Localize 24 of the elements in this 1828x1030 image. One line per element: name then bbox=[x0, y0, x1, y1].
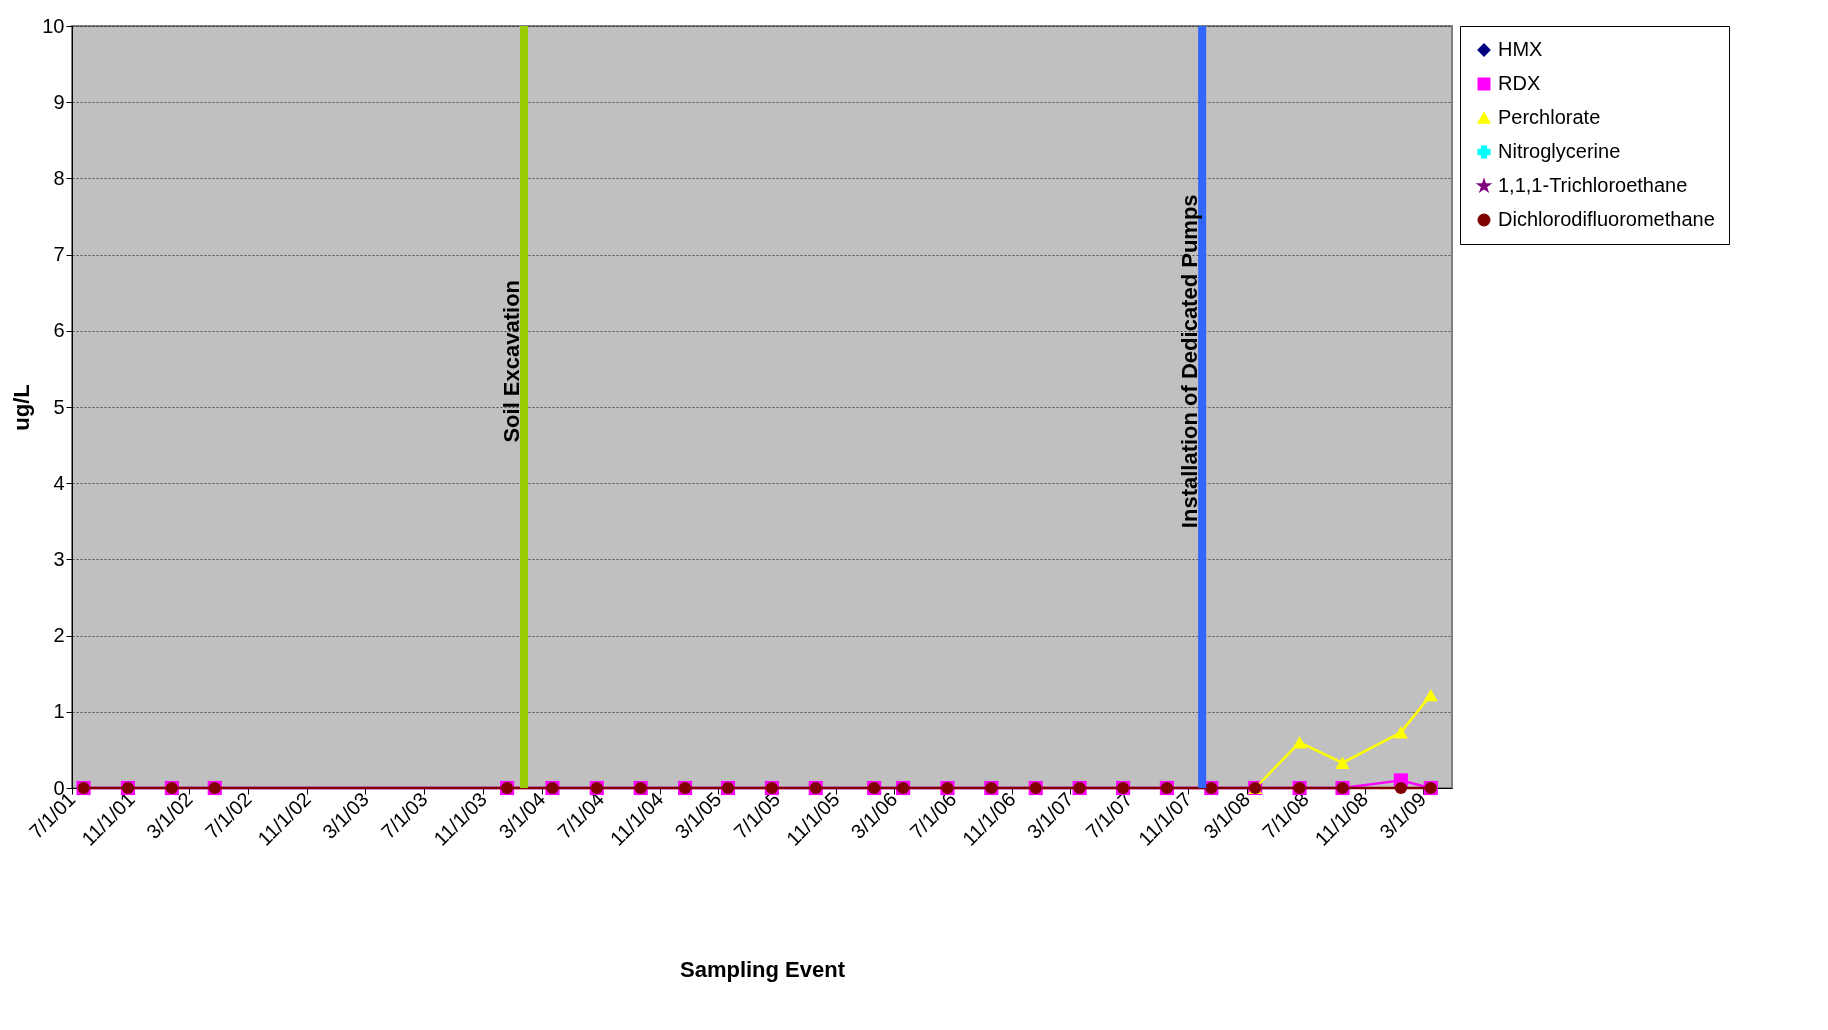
ref-line-label: Soil Excavation bbox=[498, 279, 524, 443]
y-tick-label: 2 bbox=[53, 624, 65, 647]
y-axis-title: ug/L bbox=[9, 384, 35, 431]
legend-label: Perchlorate bbox=[1498, 106, 1601, 128]
y-tick-label: 5 bbox=[53, 395, 65, 418]
y-tick-label: 3 bbox=[53, 547, 65, 570]
point bbox=[1423, 688, 1438, 702]
y-tick-label: 4 bbox=[53, 471, 65, 494]
y-tick-label: 9 bbox=[53, 90, 65, 113]
y-tick-label: 8 bbox=[53, 166, 65, 189]
y-tick-label: 7 bbox=[53, 243, 65, 266]
legend-label: HMX bbox=[1498, 38, 1543, 60]
point bbox=[1335, 756, 1350, 769]
y-tick-label: 6 bbox=[53, 319, 65, 342]
legend-label: Nitroglycerine bbox=[1498, 140, 1621, 162]
y-tick-label: 10 bbox=[42, 14, 65, 37]
point bbox=[1292, 736, 1307, 749]
y-tick-label: 1 bbox=[53, 700, 65, 723]
ref-line-label: Installation of Dedicated Pumps bbox=[1177, 194, 1203, 529]
point bbox=[1393, 726, 1408, 739]
legend-label: RDX bbox=[1498, 72, 1541, 94]
x-axis-title: Sampling Event bbox=[679, 956, 846, 982]
legend-label: 1,1,1-Trichloroethane bbox=[1498, 174, 1688, 196]
legend-label: Dichlorodifluoromethane bbox=[1498, 208, 1715, 230]
